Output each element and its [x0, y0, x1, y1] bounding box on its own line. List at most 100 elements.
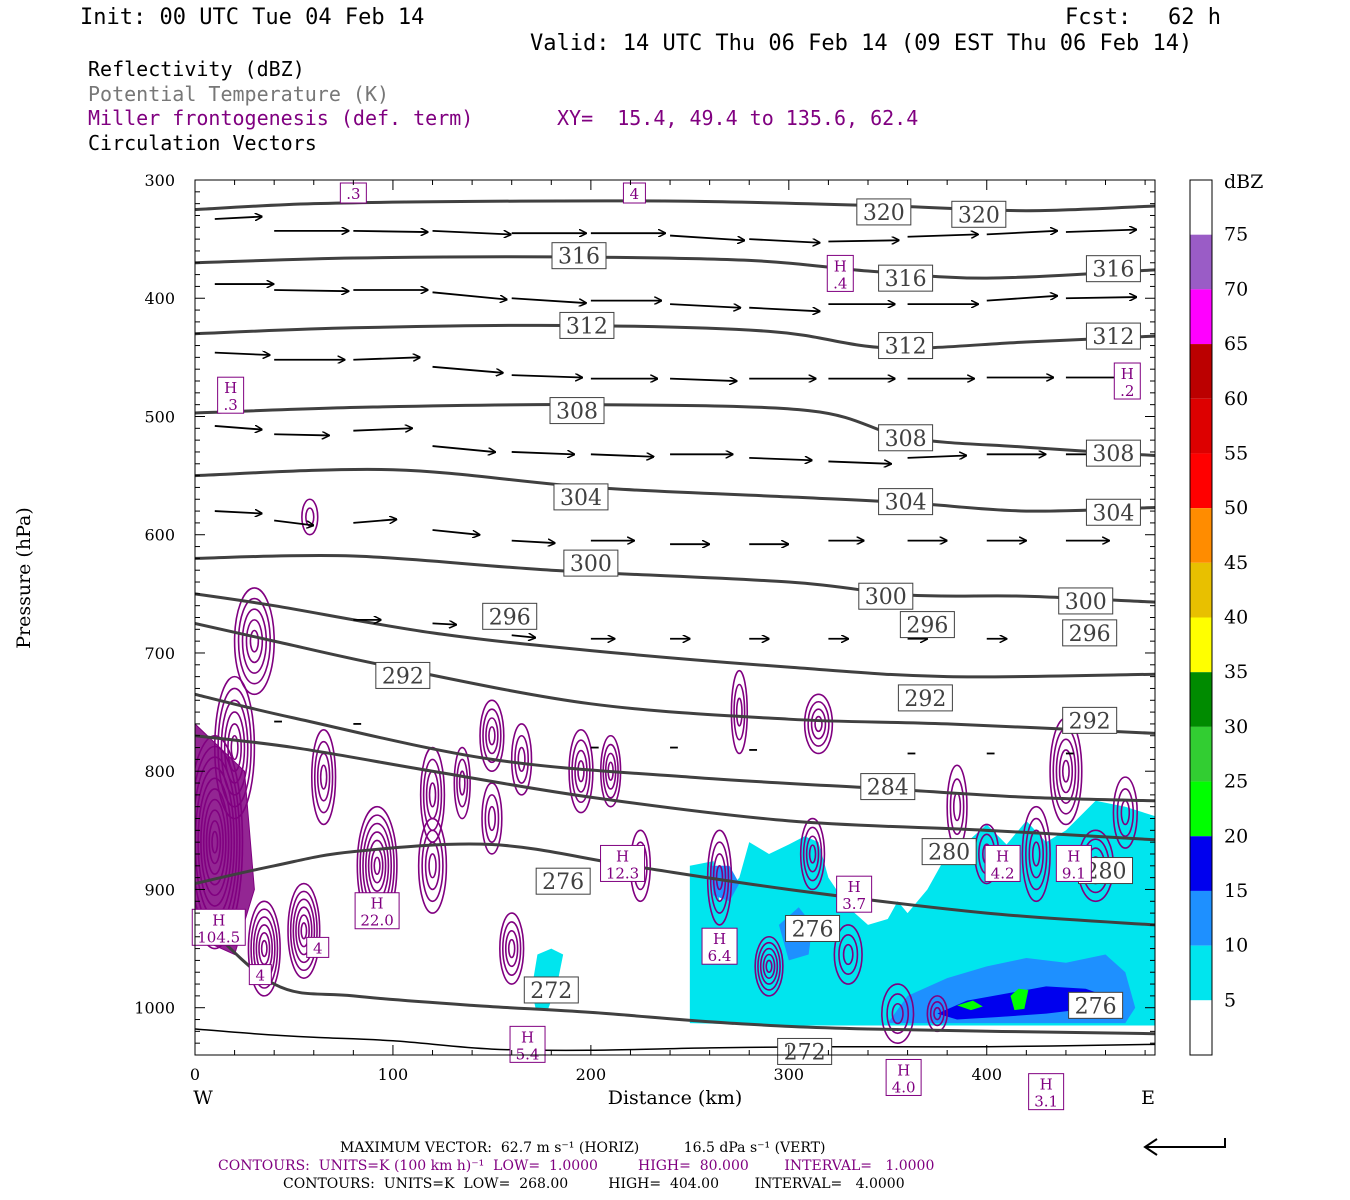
legend-circulation: Circulation Vectors — [88, 131, 317, 155]
frontogenesis-contour — [319, 764, 328, 790]
frontogenesis-contour — [810, 708, 827, 740]
theta-label-box — [1085, 439, 1141, 467]
theta-label: 296 — [489, 605, 531, 630]
colorbar-level-label: 65 — [1224, 333, 1248, 355]
init-time: Init: 00 UTC Tue 04 Feb 14 — [80, 5, 425, 30]
circulation-vector — [353, 519, 396, 523]
theta-label-box — [878, 424, 934, 452]
colorbar-level-label: 30 — [1224, 716, 1248, 738]
frontogenesis-contour — [370, 848, 384, 884]
circulation-vector — [828, 240, 898, 241]
frontogenesis-contour — [425, 770, 440, 820]
frontogenesis-max-label: H — [848, 878, 861, 896]
circulation-vector — [511, 635, 535, 637]
frontogenesis-max-box — [622, 182, 646, 204]
frontogenesis-contour — [428, 782, 437, 808]
circulation-vector — [749, 458, 811, 460]
theta-label: 320 — [863, 201, 905, 226]
frontogenesis-max-label: H — [371, 895, 384, 913]
frontogenesis-contour — [245, 619, 264, 664]
circulation-vector — [353, 428, 412, 430]
frontogenesis-contour — [241, 608, 268, 674]
colorbar-frame — [1189, 179, 1213, 1056]
frontogenesis-contour — [484, 794, 500, 843]
theta-contour-296 — [195, 592, 1155, 679]
theta-label: 292 — [382, 664, 424, 689]
frontogenesis-contour — [514, 734, 529, 784]
theta-label: 316 — [1092, 258, 1134, 283]
theta-label: 304 — [1092, 501, 1134, 526]
frontogenesis-contour — [765, 959, 773, 974]
frontogenesis-contour — [367, 839, 387, 892]
frontogenesis-contour — [258, 932, 271, 966]
y-tick-label: 1000 — [134, 999, 175, 1018]
colorbar-segment — [1190, 562, 1212, 618]
frontogenesis-max-value: .3 — [223, 396, 237, 414]
theta-label-box — [878, 488, 934, 516]
valid-time: Valid: 14 UTC Thu 06 Feb 14 (09 EST Thu … — [530, 31, 1193, 56]
frontogenesis-contour — [482, 708, 502, 764]
colorbar-segment — [1190, 289, 1212, 345]
frontogenesis-max-label: H — [996, 847, 1009, 865]
theta-label: 316 — [558, 245, 600, 270]
frontogenesis-contour — [424, 841, 441, 891]
frontogenesis-contour — [838, 933, 859, 976]
theta-contour-272 — [195, 911, 1155, 1036]
theta-label: 276 — [792, 917, 834, 942]
theta-contour-280 — [195, 734, 1155, 842]
frontogenesis-max-box — [217, 376, 245, 414]
frontogenesis-max-value: 4 — [256, 967, 266, 985]
frontogenesis-contour — [488, 726, 496, 746]
circulation-vector — [669, 234, 744, 241]
colorbar-level-label: 45 — [1224, 552, 1248, 574]
frontogenesis-max-box — [885, 1058, 922, 1096]
reference-vector-icon — [1143, 1138, 1226, 1156]
theta-label: 304 — [885, 491, 927, 516]
frontogenesis-contour — [517, 746, 526, 773]
frontogenesis-max-label: H — [897, 1061, 910, 1079]
circulation-vector — [511, 452, 574, 454]
frontogenesis-contour — [881, 983, 915, 1044]
vector-layer — [214, 217, 1136, 755]
frontogenesis-contour — [453, 746, 471, 820]
circulation-vector — [511, 375, 582, 377]
frontogenesis-contour — [295, 906, 313, 956]
frontogenesis-contour — [479, 699, 505, 773]
frontogenesis-max-label: H — [1121, 365, 1134, 383]
frontogenesis-max-box — [509, 1025, 546, 1063]
theta-label: 312 — [1092, 325, 1134, 350]
theta-label: 296 — [1069, 622, 1111, 647]
y-tick-label: 700 — [144, 644, 175, 663]
theta-label-box — [1085, 255, 1141, 283]
frontogenesis-max-box — [600, 844, 646, 882]
frontogenesis-contour — [577, 760, 585, 783]
theta-label: 276 — [542, 870, 584, 895]
frontogenesis-max-value: 4 — [630, 185, 640, 203]
frontogenesis-contour — [287, 882, 321, 979]
frontogenesis-max-box — [306, 936, 330, 958]
frontogenesis-contour — [249, 629, 260, 653]
colorbar-level-label: 55 — [1224, 442, 1248, 464]
theta-label-box — [1062, 706, 1118, 734]
colorbar-segment — [1190, 836, 1212, 891]
frontogenesis-max-value: 5.4 — [516, 1045, 540, 1063]
frontogenesis-max-box — [1055, 844, 1092, 882]
frontogenesis-contour — [842, 943, 854, 966]
circulation-vector — [214, 217, 262, 219]
x-tick-label: 100 — [378, 1065, 409, 1084]
frontogenesis-contour — [292, 898, 316, 964]
frontogenesis-contour — [300, 922, 308, 940]
circulation-vector — [353, 231, 427, 232]
frontogenesis-contour — [458, 770, 466, 796]
frontogenesis-max-value: 4 — [313, 939, 323, 957]
circulation-vector — [432, 291, 507, 299]
circulation-vector — [432, 623, 456, 624]
frontogenesis-max-value: 12.3 — [606, 864, 639, 882]
frontogenesis-contour — [313, 740, 334, 814]
frontogenesis-max-box — [1113, 362, 1141, 400]
colorbar-segment — [1190, 945, 1212, 1001]
colorbar-segment — [1190, 672, 1212, 727]
frontogenesis-contour — [929, 1000, 945, 1027]
colorbar: dBZ 5 10 15 20 25 30 35 40 45 50 55 60 65 70 75 — [1189, 171, 1263, 1056]
